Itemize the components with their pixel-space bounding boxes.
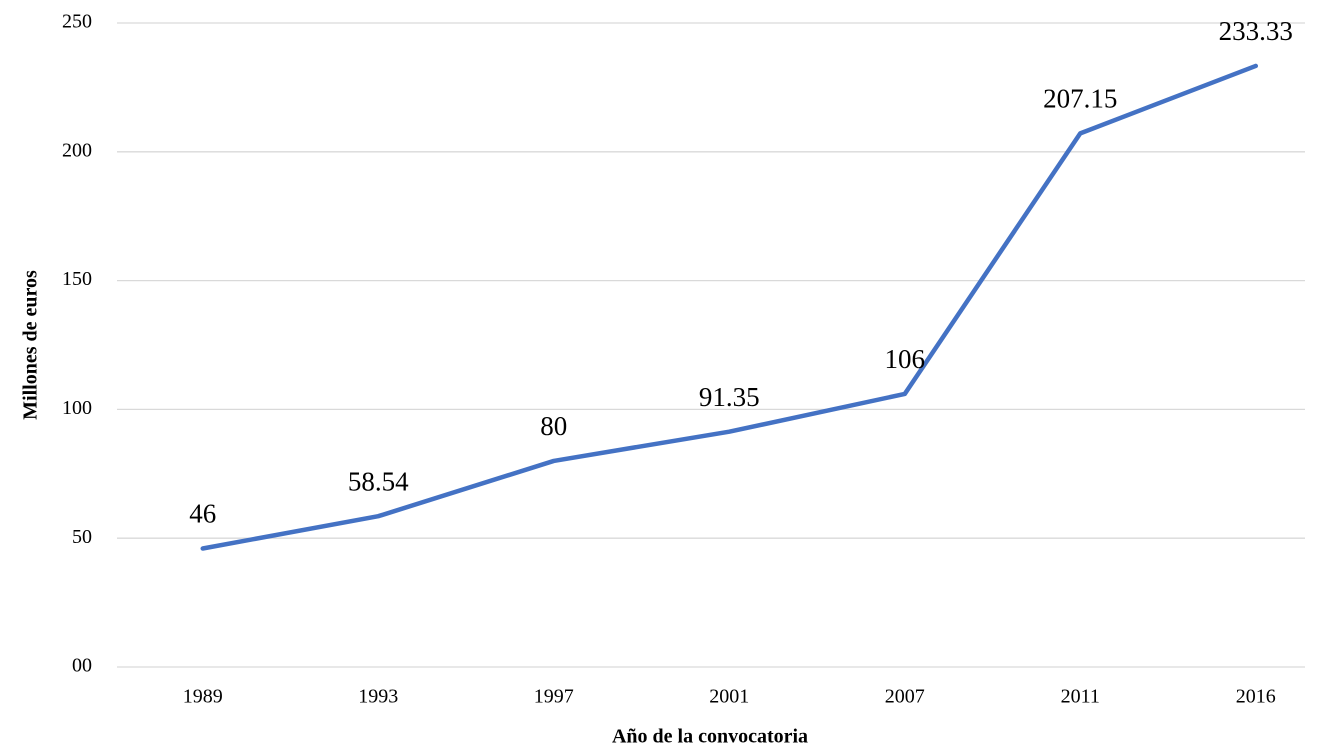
y-axis-title: Millones de euros: [20, 270, 42, 420]
y-tick-label: 50: [72, 526, 92, 548]
x-axis-title: Año de la convocatoria: [612, 726, 808, 748]
x-tick-label: 2001: [709, 686, 749, 708]
line: [200, 63, 1258, 551]
y-tick-label: 250: [62, 11, 92, 33]
x-tick-label: 2011: [1061, 686, 1100, 708]
x-tick-label: 1993: [358, 686, 398, 708]
x-tick-label: 1997: [534, 686, 574, 708]
data-label: 207.15: [1043, 84, 1117, 114]
data-label: 233.33: [1219, 16, 1293, 46]
x-tick-label: 1989: [183, 686, 223, 708]
data-label: 80: [540, 411, 567, 441]
y-tick-label: 00: [72, 655, 92, 677]
y-tick-label: 200: [62, 139, 92, 161]
data-label: 106: [885, 344, 926, 374]
x-tick-label: 2007: [885, 686, 925, 708]
x-tick-label: 2016: [1236, 686, 1276, 708]
data-label: 58.54: [348, 466, 409, 496]
data-label: 46: [189, 499, 216, 529]
data-label: 91.35: [699, 382, 760, 412]
y-tick-label: 100: [62, 397, 92, 419]
y-tick-label: 150: [62, 268, 92, 290]
